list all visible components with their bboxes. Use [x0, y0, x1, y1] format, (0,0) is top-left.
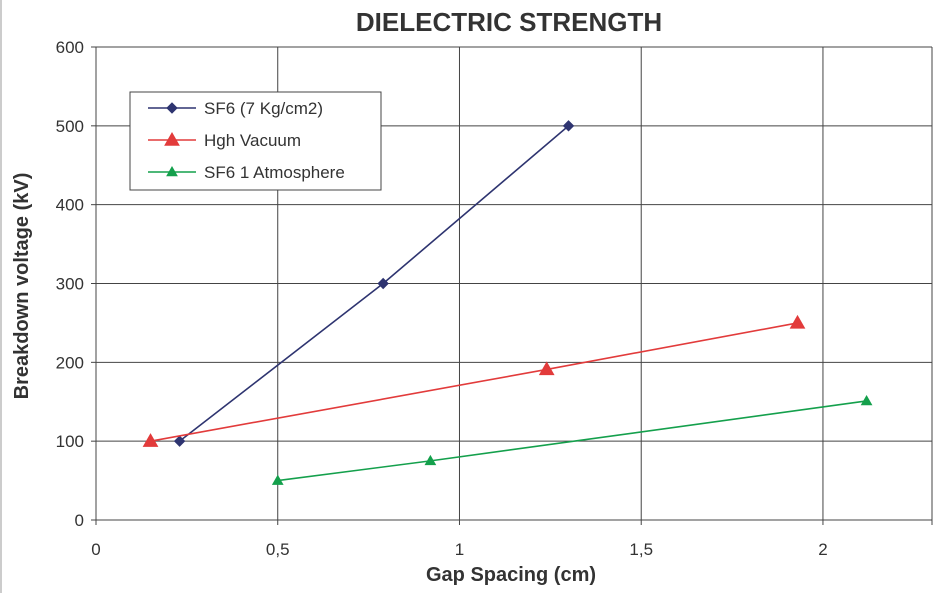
- data-point-diamond: [562, 120, 575, 132]
- x-axis-label: Gap Spacing (cm): [426, 564, 596, 586]
- data-point-triangle: [424, 454, 437, 466]
- series-2: [271, 394, 873, 485]
- y-axis-label: Breakdown voltage (kV): [11, 173, 33, 400]
- data-point-triangle: [538, 361, 555, 376]
- legend-label: SF6 (7 Kg/cm2): [204, 99, 323, 118]
- data-point-triangle: [164, 131, 180, 146]
- x-tick-label: 1: [455, 540, 464, 559]
- data-point-diamond: [173, 435, 186, 447]
- x-tick-label: 0,5: [266, 540, 290, 559]
- data-point-triangle: [271, 474, 284, 485]
- x-tick-label: 1,5: [629, 540, 653, 559]
- legend-item: SF6 (7 Kg/cm2): [148, 99, 323, 118]
- y-tick-label: 600: [56, 38, 84, 57]
- series-0: [173, 120, 575, 447]
- y-tick-label: 100: [56, 432, 84, 451]
- data-point-triangle: [142, 433, 159, 447]
- legend-label: Hgh Vacuum: [204, 131, 301, 150]
- y-tick-label: 200: [56, 353, 84, 372]
- chart-title: DIELECTRIC STRENGTH: [356, 7, 662, 37]
- data-point-diamond: [166, 102, 178, 114]
- legend-item: SF6 1 Atmosphere: [148, 163, 345, 182]
- axes-layer: 0 100 200 300 400 500 600 0 0,5 1 1,5 2: [56, 38, 933, 559]
- y-tick-label: 0: [75, 511, 84, 530]
- y-tick-label: 300: [56, 275, 84, 294]
- y-tick-label: 500: [56, 117, 84, 136]
- legend-label: SF6 1 Atmosphere: [204, 163, 345, 182]
- series-layer: [142, 120, 873, 485]
- series-1: [142, 314, 806, 447]
- y-tick-label: 400: [56, 196, 84, 215]
- data-point-diamond: [377, 277, 389, 290]
- x-tick-label: 2: [818, 540, 827, 559]
- data-point-triangle: [789, 314, 806, 329]
- legend: SF6 (7 Kg/cm2) Hgh Vacuum SF6 1 Atmosphere: [129, 91, 382, 191]
- title-backing: [325, 0, 693, 46]
- data-point-triangle: [860, 394, 873, 406]
- data-point-triangle: [166, 165, 178, 177]
- grid-layer: [95, 46, 933, 521]
- x-tick-label: 0: [91, 540, 100, 559]
- legend-items: SF6 (7 Kg/cm2) Hgh Vacuum SF6 1 Atmosphere: [148, 99, 345, 182]
- legend-item: Hgh Vacuum: [148, 131, 301, 150]
